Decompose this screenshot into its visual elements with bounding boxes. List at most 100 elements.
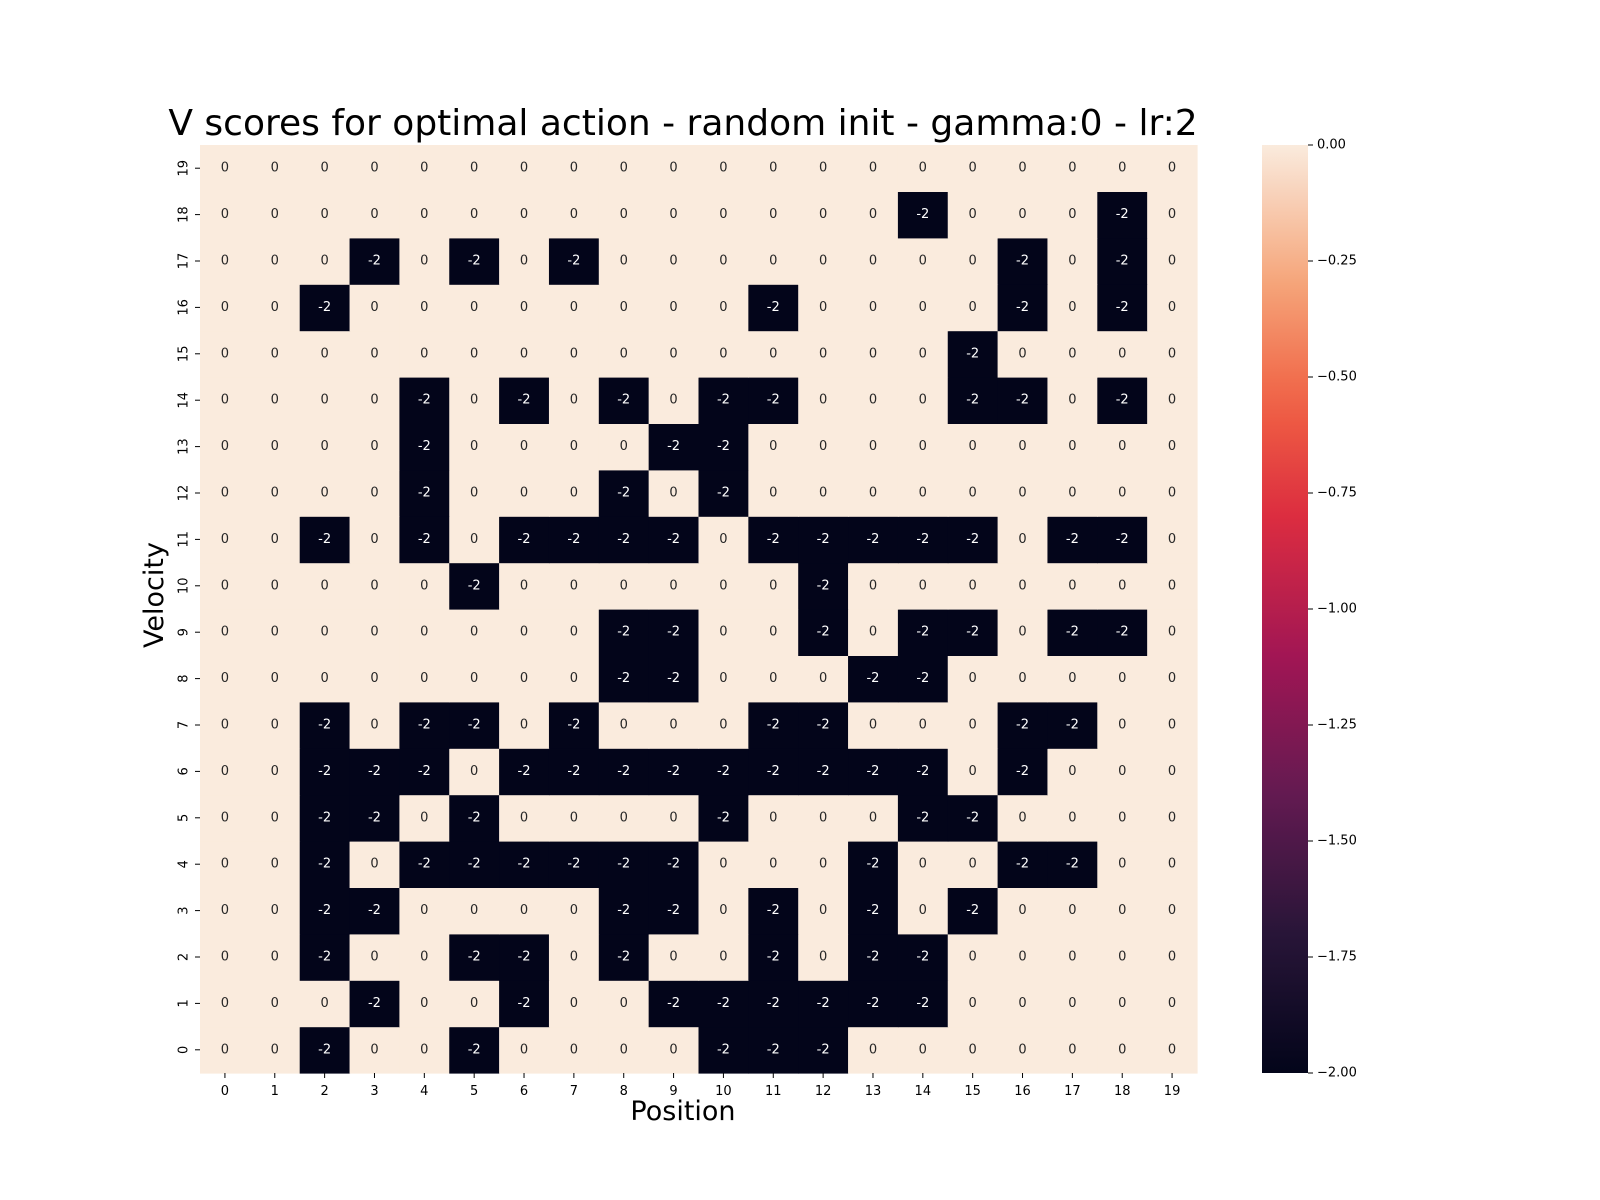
cell-value-label: -2 xyxy=(916,625,929,640)
heatmap-cell xyxy=(1097,237,1148,285)
heatmap-cell xyxy=(1147,469,1198,517)
heatmap-cell xyxy=(200,237,251,285)
heatmap-cell xyxy=(1097,887,1148,935)
heatmap-cell xyxy=(1047,701,1098,749)
y-tick-label: 14 xyxy=(177,392,192,409)
cell-value-label: 0 xyxy=(271,439,279,454)
x-tick-label: 18 xyxy=(1114,1084,1131,1099)
cell-value-label: 0 xyxy=(1068,810,1076,825)
cell-value-label: -2 xyxy=(368,996,381,1011)
heatmap-cell xyxy=(1147,701,1198,749)
cell-value-label: -2 xyxy=(518,764,531,779)
cell-value-label: 0 xyxy=(1068,300,1076,315)
heatmap-cell xyxy=(1097,284,1148,332)
cell-value-label: -2 xyxy=(1016,718,1029,733)
cell-value-label: 0 xyxy=(271,254,279,269)
cell-value-label: 0 xyxy=(221,161,229,176)
cell-value-label: 0 xyxy=(320,996,328,1011)
cell-value-label: -2 xyxy=(567,718,580,733)
heatmap-cell xyxy=(299,516,351,564)
heatmap-cell xyxy=(548,191,600,239)
heatmap-cell xyxy=(449,469,500,517)
heatmap-cell xyxy=(299,377,351,424)
heatmap-cell xyxy=(848,980,899,1028)
heatmap-cell xyxy=(548,237,600,285)
cell-value-label: 0 xyxy=(969,857,977,872)
cell-value-label: -2 xyxy=(667,903,680,918)
cell-value-label: 0 xyxy=(869,254,877,269)
heatmap-cell xyxy=(997,237,1049,285)
heatmap-cell xyxy=(548,562,600,610)
heatmap-cell xyxy=(548,284,600,332)
cell-value-label: 0 xyxy=(620,996,628,1011)
heatmap-cell xyxy=(548,933,600,981)
heatmap-cell xyxy=(698,655,749,703)
cell-value-label: -2 xyxy=(817,625,830,640)
heatmap-cell xyxy=(449,145,500,192)
cell-value-label: 0 xyxy=(271,1042,279,1057)
cell-value-label: 0 xyxy=(969,996,977,1011)
heatmap-cell xyxy=(299,655,351,703)
y-tick-label: 10 xyxy=(177,578,192,595)
heatmap-cell xyxy=(798,1026,849,1074)
heatmap-cell xyxy=(399,562,450,610)
heatmap-cell xyxy=(947,423,999,471)
cell-value-label: 0 xyxy=(1018,346,1026,361)
cell-value-label: -2 xyxy=(966,393,979,408)
cell-value-label: 0 xyxy=(570,996,578,1011)
cell-value-label: 0 xyxy=(1118,161,1126,176)
heatmap-cell xyxy=(698,980,749,1028)
heatmap-cell xyxy=(947,887,999,935)
heatmap-cell xyxy=(349,887,400,935)
colorbar xyxy=(1262,145,1308,1073)
chart-title: V scores for optimal action - random ini… xyxy=(168,103,1197,144)
heatmap-cell xyxy=(997,330,1049,378)
cell-value-label: 0 xyxy=(769,578,777,593)
cell-value-label: 0 xyxy=(1018,207,1026,222)
y-tick-label: 11 xyxy=(177,531,192,548)
cell-value-label: -2 xyxy=(717,810,730,825)
heatmap-cell xyxy=(249,933,301,981)
heatmap-cell xyxy=(1047,887,1098,935)
heatmap-cell xyxy=(897,562,949,610)
y-tick-label: 16 xyxy=(177,299,192,316)
cell-value-label: 0 xyxy=(370,439,378,454)
heatmap-cell xyxy=(1147,841,1198,888)
cell-value-label: 0 xyxy=(769,346,777,361)
x-tick-label: 6 xyxy=(520,1084,528,1099)
cell-value-label: 0 xyxy=(570,300,578,315)
cell-value-label: 0 xyxy=(320,671,328,686)
heatmap-cell xyxy=(748,377,799,424)
y-tick-label: 1 xyxy=(177,999,192,1007)
heatmap-cell xyxy=(947,655,999,703)
cell-value-label: 0 xyxy=(819,346,827,361)
cell-value-label: -2 xyxy=(1016,300,1029,315)
cell-value-label: -2 xyxy=(418,393,431,408)
heatmap-cell xyxy=(648,469,700,517)
cell-value-label: 0 xyxy=(470,625,478,640)
heatmap-cell xyxy=(798,237,849,285)
heatmap-cell xyxy=(947,516,999,564)
cell-value-label: -2 xyxy=(1116,300,1129,315)
cell-value-label: -2 xyxy=(866,532,879,547)
heatmap-cell xyxy=(399,933,450,981)
cell-value-label: 0 xyxy=(769,254,777,269)
heatmap-cell xyxy=(598,655,650,703)
heatmap-cell xyxy=(299,887,351,935)
cell-value-label: -2 xyxy=(817,718,830,733)
heatmap-cell xyxy=(848,284,899,332)
heatmap-cell xyxy=(349,748,400,796)
cell-value-label: -2 xyxy=(617,532,630,547)
heatmap-cell xyxy=(598,145,650,192)
cell-value-label: 0 xyxy=(221,718,229,733)
cell-value-label: 0 xyxy=(370,532,378,547)
heatmap-cell xyxy=(299,191,351,239)
cell-value-label: -2 xyxy=(617,764,630,779)
heatmap-cell xyxy=(748,794,799,842)
heatmap-cell xyxy=(748,469,799,517)
cell-value-label: 0 xyxy=(221,996,229,1011)
heatmap-cell xyxy=(947,701,999,749)
heatmap-cell xyxy=(1047,841,1098,888)
heatmap-cell xyxy=(249,145,301,192)
